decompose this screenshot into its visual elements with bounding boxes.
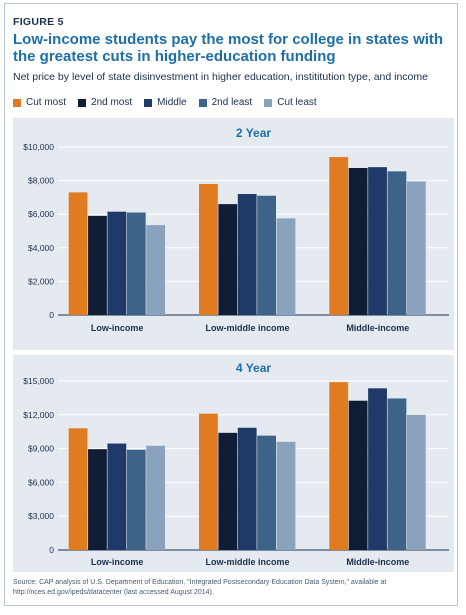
y-tick-label: $2,000 [28,276,54,286]
y-tick-label: $10,000 [23,142,54,152]
chart-title: 2 Year [236,126,271,140]
y-tick-label: $15,000 [23,376,54,386]
bar-2nd-most [88,449,107,550]
bar-2nd-least [126,212,146,315]
bar-cut-most [329,382,349,550]
legend-label: Middle [157,97,187,108]
bar-middle [368,388,387,550]
legend-item-cut-least: Cut least [264,97,317,108]
legend-swatch [144,98,153,107]
figure-title: Low-income students pay the most for col… [13,31,444,65]
source-note: Source: CAP analysis of U.S. Department … [13,579,387,596]
legend-item-cut-most: Cut most [13,97,66,108]
y-tick-label: $6,000 [28,477,54,487]
bar-cut-most [68,428,88,550]
bar-cut-least [406,414,426,550]
y-tick-label: $4,000 [28,243,54,253]
bar-middle [237,194,257,315]
bar-2nd-most [218,432,238,550]
legend-label: 2nd most [91,97,133,108]
bar-cut-least [406,181,426,315]
bar-2nd-least [387,398,407,550]
bar-2nd-most [218,204,238,315]
bar-2nd-least [387,171,407,315]
bar-middle [107,443,127,550]
legend-label: Cut least [277,97,317,108]
x-category-label: Low-income [91,323,144,333]
y-tick-label: $12,000 [23,410,54,420]
legend: Cut most 2nd most Middle 2nd least Cut l… [13,97,329,108]
legend-item-2nd-least: 2nd least [198,97,253,108]
bar-2nd-most [348,400,368,550]
bar-cut-most [199,183,218,315]
y-tick-label: 0 [49,310,54,320]
bar-middle [368,167,387,315]
y-tick-label: $3,000 [28,511,54,521]
x-category-label: Low-income [91,557,144,567]
y-tick-label: $6,000 [28,209,54,219]
bar-2nd-most [348,168,368,315]
bar-cut-most [68,192,88,315]
y-tick-label: $9,000 [28,444,54,454]
bar-cut-most [329,157,349,315]
bar-cut-least [146,225,166,315]
chart-title: 4 Year [236,361,271,375]
y-tick-label: $8,000 [28,176,54,186]
x-category-label: Low-middle income [205,323,289,333]
bar-2nd-least [126,449,146,550]
bar-cut-least [276,218,296,315]
legend-item-middle: Middle [144,97,187,108]
legend-swatch [13,98,21,107]
bar-middle [237,427,257,550]
legend-label: 2nd least [211,97,253,108]
bar-2nd-least [257,435,276,550]
legend-item-2nd-most: 2nd most [78,97,132,108]
bar-2nd-most [88,215,107,315]
y-tick-label: 0 [49,545,54,555]
x-category-label: Low-middle income [205,557,289,567]
figure-label: FIGURE 5 [13,16,64,28]
bar-cut-most [199,413,218,550]
legend-swatch [264,98,273,107]
bar-cut-least [146,445,166,550]
figure-subtitle: Net price by level of state disinvestmen… [13,71,428,83]
x-category-label: Middle-income [346,323,409,333]
x-category-label: Middle-income [346,557,409,567]
bar-middle [107,211,127,315]
legend-swatch [78,98,87,107]
legend-swatch [198,98,207,107]
bar-cut-least [276,441,296,550]
bar-2nd-least [257,195,276,315]
legend-label: Cut most [26,97,67,108]
